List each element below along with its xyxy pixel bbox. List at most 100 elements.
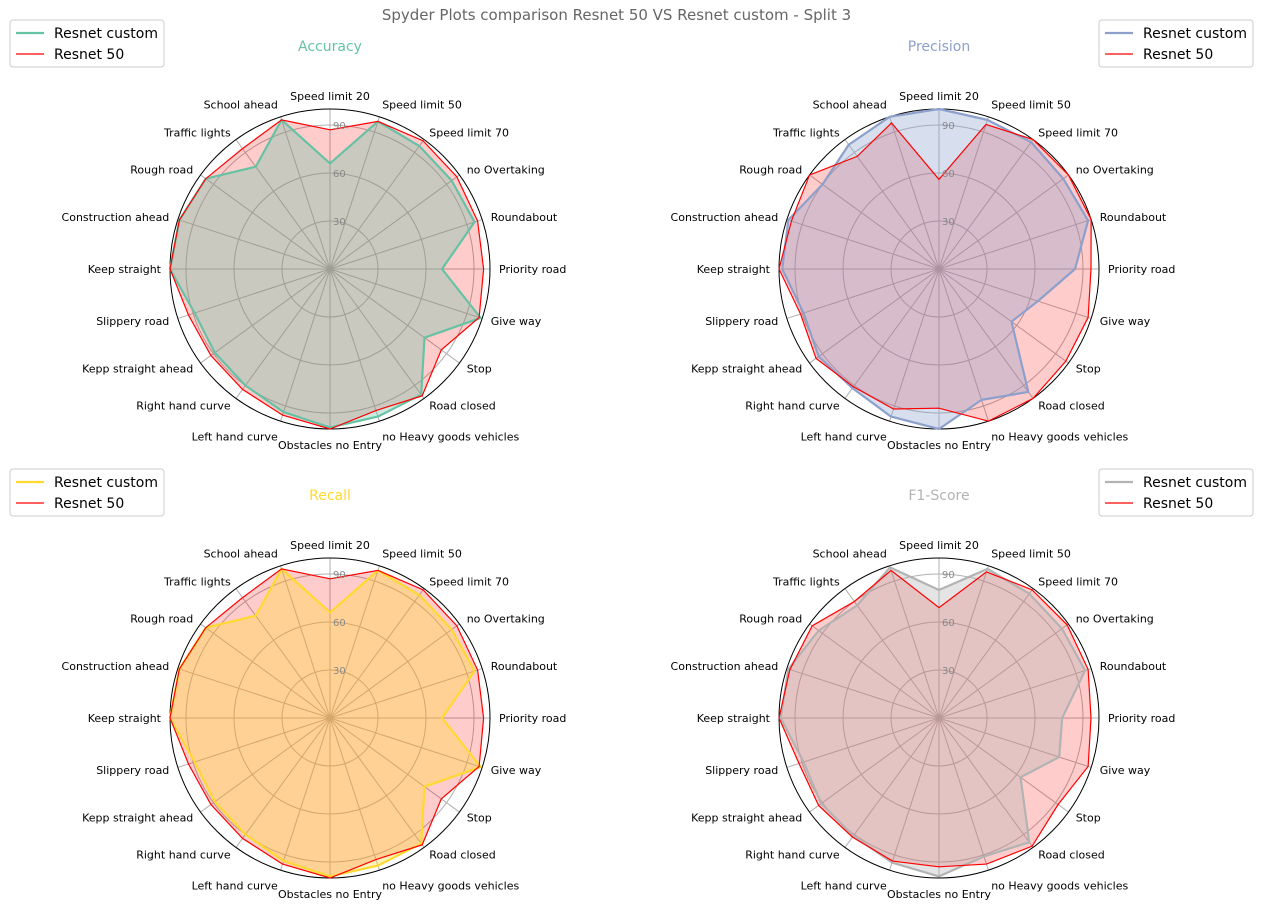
grid-spoke (329, 268, 460, 364)
category-label: Speed limit 70 (429, 575, 509, 588)
grid-spoke (938, 565, 989, 719)
series-line-resnet-custom (781, 107, 1090, 431)
grid-spoke (329, 139, 425, 270)
grid-spoke (177, 268, 331, 319)
category-label: Give way (1100, 315, 1151, 328)
grid-spoke (200, 717, 331, 813)
category-label: Roundabout (491, 211, 558, 224)
grid-spoke (329, 717, 460, 813)
radar-chart-accuracy: 30 60 90 Speed limit 20 Speed limit 50 Speed … (9, 19, 566, 452)
category-label: Rough road (130, 613, 193, 626)
category-label: Construction ahead (62, 660, 170, 673)
category-label: Stop (467, 811, 492, 824)
grid-spoke (280, 116, 331, 270)
legend-box (9, 19, 165, 68)
series-line-resnet-50 (169, 568, 485, 879)
legend: Resnet custom Resnet 50 (1098, 468, 1254, 517)
grid-spoke (235, 588, 331, 719)
grid-spoke (235, 717, 331, 848)
category-label: Road closed (1038, 400, 1104, 413)
grid-spoke (329, 219, 483, 270)
grid-spoke (889, 717, 940, 871)
category-label: Keep straight (88, 263, 162, 276)
grid-spoke (938, 668, 1092, 719)
subplot-title: Recall (309, 488, 351, 504)
category-label: Kepp straight ahead (691, 811, 802, 824)
grid-spoke (786, 268, 940, 319)
radial-tick-label: 90 (942, 121, 955, 132)
radial-tick-label: 60 (942, 169, 955, 180)
category-label: Left hand curve (192, 431, 278, 444)
category-label: Left hand curve (801, 880, 887, 893)
category-label: Road closed (429, 849, 495, 862)
grid-spoke (938, 268, 989, 422)
legend-label: Resnet 50 (54, 47, 124, 63)
series-fill-resnet-50 (779, 122, 1092, 422)
category-label: Right hand curve (136, 849, 231, 862)
legend-box (9, 468, 165, 517)
legend: Resnet custom Resnet 50 (1098, 19, 1254, 68)
category-label: Traffic lights (772, 126, 840, 139)
legend-label: Resnet custom (1143, 26, 1247, 42)
category-label: Speed limit 50 (991, 98, 1071, 111)
category-label: Slippery road (96, 764, 169, 777)
category-label: School ahead (813, 98, 887, 111)
category-label: Obstacles no Entry (887, 888, 991, 901)
grid-spoke (938, 116, 989, 270)
grid-spoke (329, 174, 460, 270)
legend-label: Resnet 50 (54, 496, 124, 512)
radial-tick-label: 30 (942, 666, 955, 677)
category-label: Roundabout (491, 660, 558, 673)
grid-spoke (329, 565, 380, 719)
category-label: Priority road (499, 263, 566, 276)
legend-label: Resnet custom (54, 475, 158, 491)
category-label: no Heavy goods vehicles (382, 880, 519, 893)
category-label: Traffic lights (163, 126, 231, 139)
grid-spoke (938, 717, 1069, 813)
category-label: Keep straight (697, 712, 771, 725)
category-label: Obstacles no Entry (278, 888, 382, 901)
category-label: Speed limit 70 (1038, 575, 1118, 588)
subplot-title: Precision (908, 39, 970, 55)
category-label: Stop (1076, 811, 1101, 824)
category-label: Speed limit 70 (1038, 126, 1118, 139)
grid-spoke (889, 268, 940, 422)
grid-spoke (938, 268, 1092, 319)
radial-tick-label: 30 (333, 217, 346, 228)
series-fill-resnet-50 (170, 568, 484, 878)
subplot-title: Accuracy (298, 39, 362, 55)
category-label: Rough road (130, 164, 193, 177)
category-label: Traffic lights (163, 575, 231, 588)
grid-spoke (938, 623, 1069, 719)
category-label: School ahead (813, 547, 887, 560)
grid-spoke (889, 116, 940, 270)
grid-spoke (329, 717, 380, 871)
legend-label: Resnet custom (1143, 475, 1247, 491)
grid-spoke (844, 588, 940, 719)
grid-spoke (938, 268, 1069, 364)
radial-tick-label: 60 (333, 618, 346, 629)
grid-spoke (280, 268, 331, 422)
grid-spoke (938, 139, 1034, 270)
grid-spoke (329, 116, 380, 270)
category-label: Construction ahead (671, 660, 779, 673)
grid-spoke (938, 717, 1092, 768)
series-fill-resnet-custom (780, 567, 1086, 877)
grid-spoke (329, 588, 425, 719)
category-label: Speed limit 20 (899, 539, 979, 552)
category-label: Speed limit 50 (382, 98, 462, 111)
category-label: no Heavy goods vehicles (991, 431, 1128, 444)
grid-spoke (889, 565, 940, 719)
category-label: no Overtaking (1076, 164, 1154, 177)
grid-spoke (235, 139, 331, 270)
legend-box (1098, 19, 1254, 68)
grid-spoke (177, 219, 331, 270)
category-label: Speed limit 20 (290, 539, 370, 552)
category-label: School ahead (204, 547, 278, 560)
grid-spoke (938, 717, 989, 871)
radial-tick-label: 90 (333, 570, 346, 581)
radar-chart-recall: 30 60 90 Speed limit 20 Speed limit 50 Speed … (9, 468, 566, 901)
series-line-resnet-custom (779, 566, 1087, 878)
